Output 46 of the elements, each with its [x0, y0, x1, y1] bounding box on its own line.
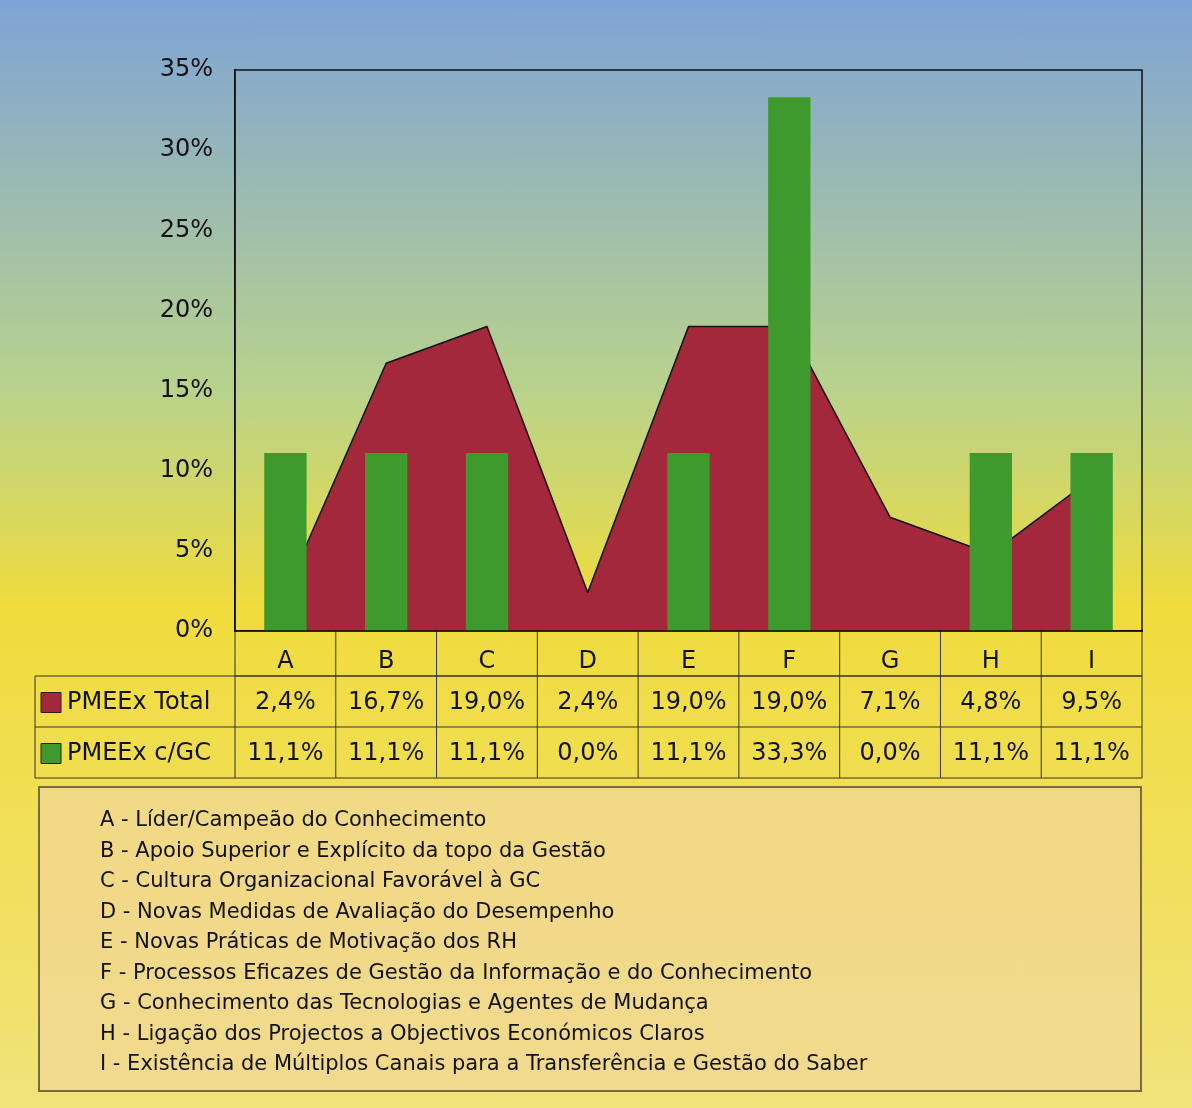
- x-tick-label: A: [277, 645, 295, 674]
- x-tick-label: E: [680, 645, 697, 674]
- data-label: 19,0%: [650, 686, 727, 715]
- y-tick-label: 25%: [159, 214, 213, 243]
- data-label: 11,1%: [650, 737, 727, 766]
- y-tick-label: 15%: [159, 374, 213, 403]
- text: C - Cultura Organizacional Favorável à GC: [100, 867, 542, 894]
- data-label: 11,1%: [247, 737, 324, 766]
- text: F - Processos Eficazes de Gestão da Informação e do Conhecimento: [100, 958, 814, 986]
- data-label: 0,0%: [859, 737, 921, 766]
- text: H - Ligação dos Projectos a Objectivos Económicos Claros: [100, 1019, 706, 1047]
- text: G - Conhecimento das Tecnologias e Agentes de Mudança: [100, 989, 710, 1016]
- y-tick-label: 30%: [159, 134, 213, 163]
- data-label: 4,8%: [960, 686, 1022, 715]
- text: A - Líder/Campeão do Conhecimento: [100, 806, 488, 833]
- legend-label: PMEEx Total: [67, 686, 211, 715]
- y-tick-label: 35%: [159, 54, 213, 83]
- text: D - Novas Medidas de Avaliação do Desempenho: [100, 897, 616, 925]
- data-label: 19,0%: [448, 686, 526, 715]
- data-label: 0,0%: [557, 737, 619, 766]
- x-tick-label: G: [880, 645, 900, 674]
- text: B - Apoio Superior e Explícito da topo da Gestão: [100, 836, 607, 864]
- data-label: 2,4%: [557, 686, 619, 715]
- data-label: 7,1%: [859, 686, 921, 715]
- y-tick-label: 0%: [174, 615, 213, 644]
- x-tick-label: B: [377, 645, 395, 674]
- x-tick-label: D: [578, 645, 597, 674]
- data-label: 2,4%: [254, 686, 316, 715]
- x-tick-label: C: [478, 645, 496, 674]
- legend-label: PMEEx c/GC: [67, 737, 211, 766]
- data-label: 11,1%: [448, 737, 526, 766]
- data-label: 11,1%: [1053, 737, 1130, 766]
- data-label: 33,3%: [751, 737, 828, 766]
- x-tick-label: I: [1088, 645, 1096, 674]
- y-tick-label: 10%: [159, 454, 213, 483]
- x-tick-label: H: [981, 645, 1000, 674]
- data-label: 19,0%: [751, 686, 828, 715]
- data-label: 16,7%: [348, 686, 425, 715]
- data-label: 11,1%: [952, 737, 1029, 766]
- text: E - Novas Práticas de Motivação dos RH: [100, 928, 518, 955]
- data-label: 9,5%: [1061, 686, 1123, 715]
- data-label: 11,1%: [348, 737, 425, 766]
- text: I - Existência de Múltiplos Canais para a Transferência e Gestão do Saber: [100, 1050, 869, 1077]
- y-tick-label: 5%: [174, 535, 213, 564]
- y-tick-label: 20%: [159, 294, 213, 323]
- x-tick-label: F: [782, 645, 797, 674]
